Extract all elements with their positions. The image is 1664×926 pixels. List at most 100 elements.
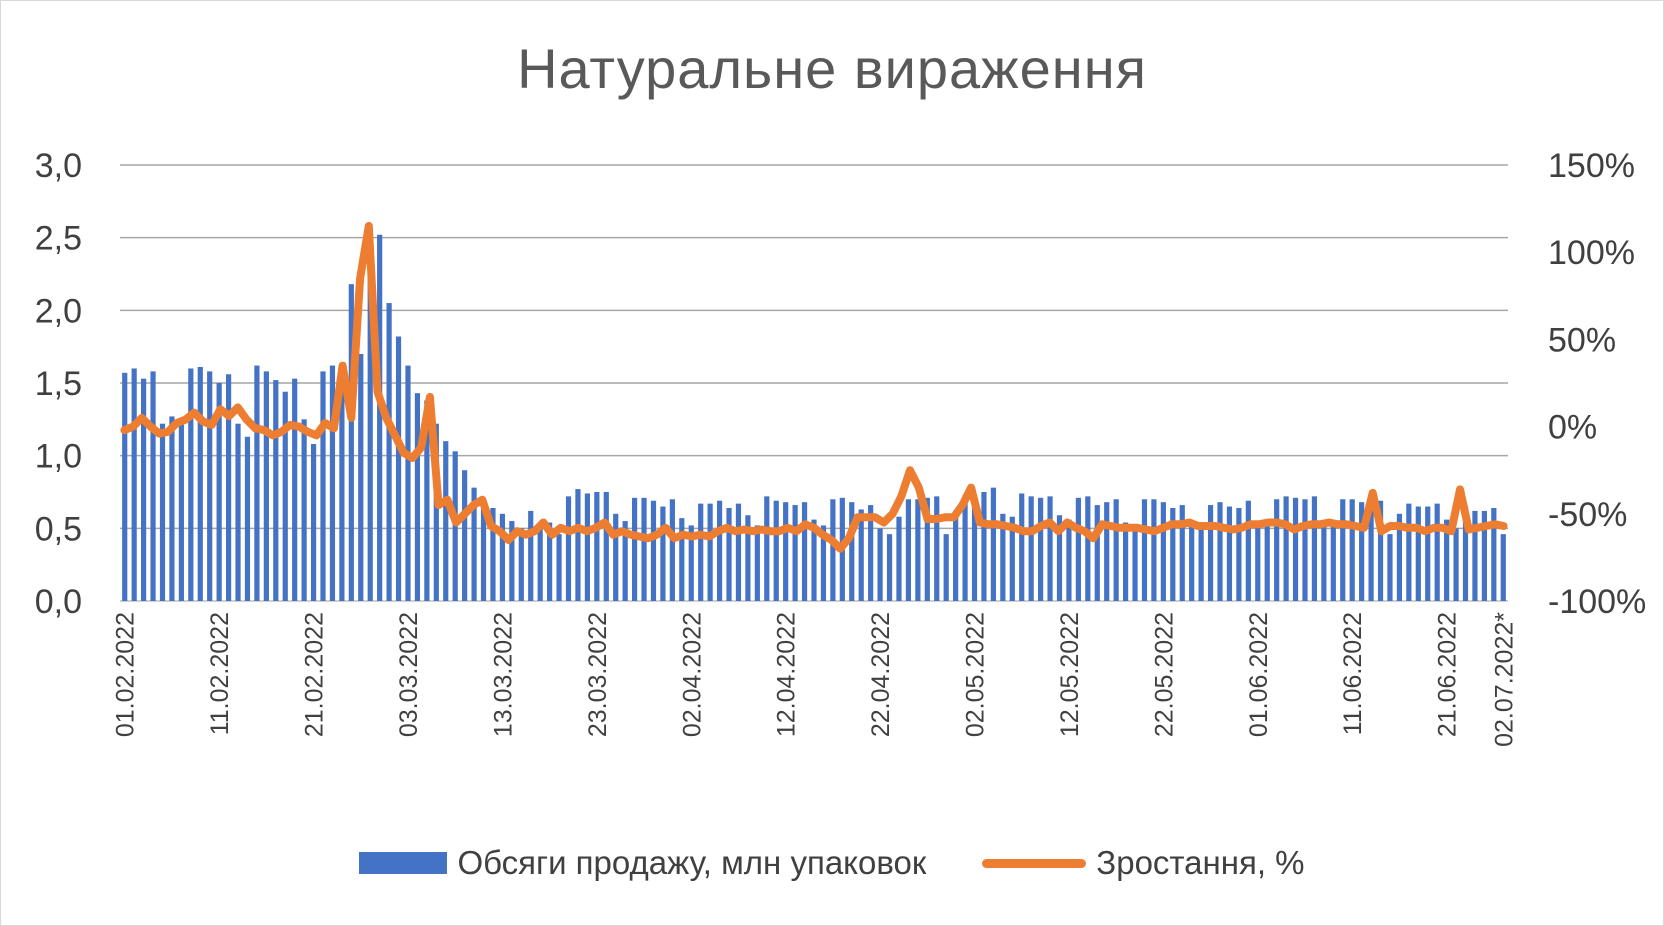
bar: [462, 470, 468, 601]
bar: [1179, 505, 1185, 601]
bar: [1141, 499, 1148, 601]
bar: [905, 499, 912, 601]
bar: [1406, 503, 1412, 601]
right-axis-ticks: -100% -50% 0% 50% 100% 150%: [1548, 147, 1646, 621]
bar: [1368, 502, 1374, 601]
bar: [433, 423, 439, 601]
bar: [764, 496, 770, 601]
bar: [348, 284, 354, 601]
x-tick-label: 01.06.2022: [1245, 612, 1273, 737]
bar: [1472, 510, 1478, 601]
bar: [1189, 525, 1195, 601]
bar: [1245, 500, 1251, 601]
bar: [1207, 505, 1214, 601]
x-tick-label: 12.05.2022: [1056, 612, 1084, 737]
bar: [1198, 528, 1204, 601]
x-tick-label: 21.06.2022: [1434, 612, 1462, 737]
bar: [650, 500, 657, 601]
bar: [197, 367, 203, 601]
right-tick-label: -50%: [1548, 496, 1627, 534]
bar: [811, 519, 817, 601]
bar: [1444, 519, 1450, 601]
bar: [575, 489, 581, 601]
bar: [688, 525, 694, 601]
bar: [1151, 499, 1157, 601]
bar: [773, 500, 779, 601]
bar: [1377, 500, 1384, 601]
bar: [1047, 496, 1053, 601]
legend-line-label: Зростання, %: [1096, 844, 1305, 881]
bar: [886, 534, 893, 601]
left-tick-label: 1,5: [35, 365, 82, 403]
bar: [1292, 497, 1299, 601]
bar: [801, 502, 808, 601]
right-tick-label: 150%: [1548, 147, 1635, 185]
bar: [480, 500, 487, 601]
bar: [641, 497, 647, 601]
bar: [1396, 513, 1403, 601]
bar: [301, 419, 307, 601]
x-tick-label: 02.07.2022*: [1490, 612, 1518, 747]
bar: [1226, 506, 1233, 601]
left-tick-label: 3,0: [35, 147, 82, 185]
bar: [131, 368, 137, 601]
bar: [207, 371, 213, 601]
bar: [830, 499, 836, 601]
bar: [1094, 505, 1100, 601]
chart-title: Натуральне вираження: [517, 37, 1147, 100]
bar: [1132, 525, 1138, 601]
bar: [1302, 499, 1308, 601]
x-tick-label: 22.05.2022: [1150, 612, 1178, 737]
bar: [150, 371, 156, 601]
legend-item-line: Зростання, %: [982, 844, 1305, 882]
right-tick-label: 100%: [1548, 234, 1635, 272]
left-tick-label: 0,5: [35, 510, 82, 548]
bar: [339, 371, 345, 601]
bar: [622, 521, 628, 601]
bar: [1349, 499, 1355, 601]
x-tick-label: 12.04.2022: [773, 612, 801, 737]
bar: [329, 365, 336, 601]
bar: [377, 234, 383, 601]
bar: [660, 506, 666, 601]
bar: [1283, 496, 1289, 601]
bar: [1170, 507, 1176, 601]
bar: [1038, 497, 1044, 601]
bar: [1264, 525, 1270, 601]
x-tick-label: 03.03.2022: [395, 612, 423, 737]
bar: [1236, 507, 1242, 601]
bar: [188, 368, 194, 601]
bar: [471, 487, 477, 601]
bar: [1160, 502, 1166, 601]
line-series-layer: [120, 222, 1508, 553]
bar: [292, 378, 298, 601]
bar: [924, 497, 930, 601]
bar: [509, 521, 515, 601]
bar: [395, 336, 402, 601]
bar: [178, 423, 184, 601]
bar: [1415, 506, 1421, 601]
legend-bar-label: Обсяги продажу, млн упаковок: [457, 844, 927, 881]
bar: [726, 507, 732, 601]
bar: [849, 502, 855, 601]
bar: [820, 525, 827, 601]
bar: [1340, 499, 1346, 601]
x-tick-label: 01.02.2022: [112, 612, 140, 737]
bar: [490, 507, 496, 601]
bar: [896, 516, 902, 601]
bar: [565, 496, 572, 601]
x-tick-label: 11.06.2022: [1339, 612, 1367, 735]
x-axis-ticks: 01.02.2022 11.02.2022 21.02.2022 03.03.2022…: [112, 612, 1519, 747]
bar: [405, 365, 411, 601]
left-tick-label: 2,5: [35, 220, 82, 258]
x-tick-label: 11.02.2022: [206, 612, 234, 735]
bar: [528, 510, 534, 601]
bar: [424, 400, 430, 601]
bar: [518, 528, 524, 601]
bar: [783, 502, 789, 601]
bar: [1491, 507, 1497, 601]
left-tick-label: 1,0: [35, 438, 82, 476]
legend-line-swatch: [982, 858, 1087, 868]
bar: [1462, 506, 1469, 601]
